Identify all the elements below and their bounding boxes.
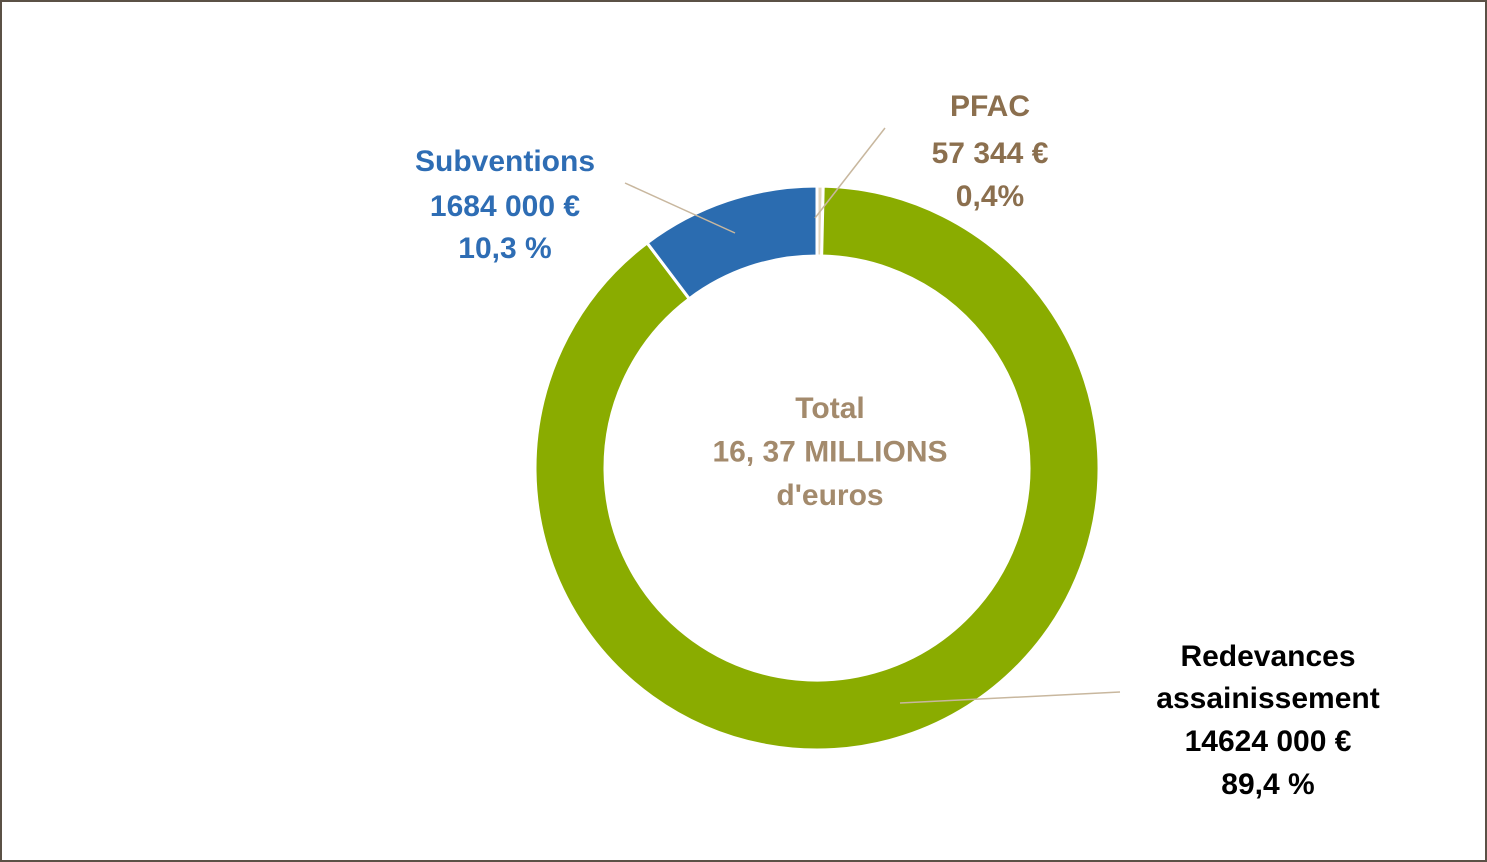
percent-label: 0,4% [956, 180, 1024, 213]
leader-line [814, 127, 886, 219]
value-label: 14624 000 € [1185, 725, 1352, 758]
donut-segment [533, 184, 1101, 752]
category-label: Subventions [415, 145, 595, 178]
donut-segment [645, 184, 819, 301]
value-label: 57 344 € [932, 137, 1049, 170]
center-label: d'euros [776, 479, 883, 512]
leader-line [899, 691, 1121, 704]
category-label: assainissement [1156, 682, 1379, 715]
center-label: 16, 37 MILLIONS [712, 435, 947, 468]
category-label: PFAC [950, 90, 1030, 123]
leader-line [624, 182, 736, 234]
center-label: Total [795, 392, 864, 425]
percent-label: 89,4 % [1221, 768, 1314, 801]
value-label: 1684 000 € [430, 190, 580, 223]
percent-label: 10,3 % [458, 232, 551, 265]
category-label: Redevances [1180, 640, 1355, 673]
